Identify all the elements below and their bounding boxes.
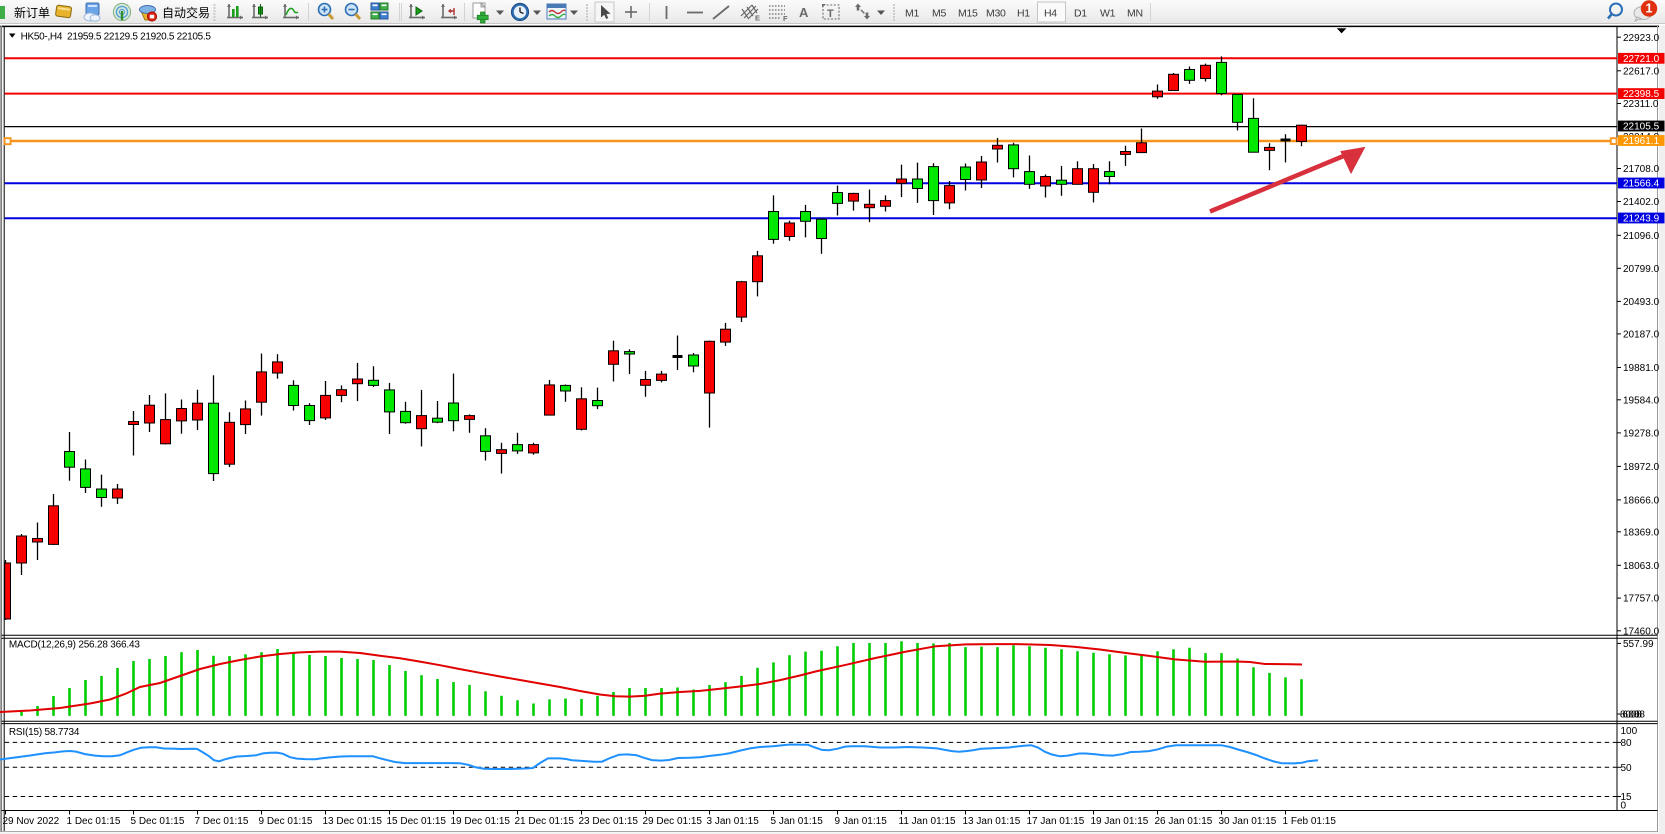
svg-text:6.08: 6.08 xyxy=(1623,710,1643,721)
svg-text:5 Dec 01:15: 5 Dec 01:15 xyxy=(131,816,185,827)
svg-text:18369.0: 18369.0 xyxy=(1623,527,1660,538)
svg-text:D1: D1 xyxy=(1074,8,1087,20)
svg-text:M1: M1 xyxy=(905,8,919,20)
svg-text:自动交易: 自动交易 xyxy=(162,5,210,20)
svg-text:22923.0: 22923.0 xyxy=(1623,33,1660,44)
svg-text:19 Jan 01:15: 19 Jan 01:15 xyxy=(1091,816,1149,827)
svg-text:17460.0: 17460.0 xyxy=(1623,626,1660,637)
svg-text:1 Dec 01:15: 1 Dec 01:15 xyxy=(67,816,121,827)
svg-text:20493.0: 20493.0 xyxy=(1623,297,1660,308)
svg-text:20187.0: 20187.0 xyxy=(1623,330,1660,341)
svg-text:15 Dec 01:15: 15 Dec 01:15 xyxy=(387,816,447,827)
svg-text:18063.0: 18063.0 xyxy=(1623,561,1660,572)
svg-text:15: 15 xyxy=(1621,792,1633,803)
svg-text:A: A xyxy=(799,5,809,20)
svg-text:MN: MN xyxy=(1127,8,1143,20)
svg-text:H4: H4 xyxy=(1044,8,1057,20)
svg-text:M5: M5 xyxy=(932,8,946,20)
svg-text:0: 0 xyxy=(1621,800,1627,811)
svg-text:557.99: 557.99 xyxy=(1623,639,1654,650)
svg-text:22105.5: 22105.5 xyxy=(1623,122,1660,133)
svg-text:100: 100 xyxy=(1621,726,1638,737)
svg-text:13 Dec 01:15: 13 Dec 01:15 xyxy=(323,816,383,827)
svg-text:21708.0: 21708.0 xyxy=(1623,164,1660,175)
svg-text:1 Feb 01:15: 1 Feb 01:15 xyxy=(1283,816,1337,827)
svg-text:26 Jan 01:15: 26 Jan 01:15 xyxy=(1155,816,1213,827)
svg-text:80: 80 xyxy=(1621,738,1633,749)
svg-text:F: F xyxy=(783,14,788,23)
svg-text:21096.0: 21096.0 xyxy=(1623,231,1660,242)
svg-text:50: 50 xyxy=(1621,763,1633,774)
svg-text:29 Dec 01:15: 29 Dec 01:15 xyxy=(643,816,703,827)
svg-text:E: E xyxy=(755,14,760,23)
svg-text:21961.1: 21961.1 xyxy=(1623,136,1660,147)
svg-text:19 Dec 01:15: 19 Dec 01:15 xyxy=(451,816,511,827)
svg-text:9 Dec 01:15: 9 Dec 01:15 xyxy=(259,816,313,827)
svg-text:21566.4: 21566.4 xyxy=(1623,179,1660,190)
svg-text:1: 1 xyxy=(1646,2,1653,16)
svg-text:18972.0: 18972.0 xyxy=(1623,462,1660,473)
svg-text:9 Jan 01:15: 9 Jan 01:15 xyxy=(835,816,888,827)
svg-text:M30: M30 xyxy=(986,8,1006,20)
svg-text:W1: W1 xyxy=(1100,8,1116,20)
svg-text:13 Jan 01:15: 13 Jan 01:15 xyxy=(963,816,1021,827)
svg-text:5 Jan 01:15: 5 Jan 01:15 xyxy=(771,816,824,827)
svg-text:11 Jan 01:15: 11 Jan 01:15 xyxy=(899,816,957,827)
svg-text:M15: M15 xyxy=(958,8,978,20)
svg-text:22398.5: 22398.5 xyxy=(1623,89,1660,100)
svg-text:MACD(12,26,9) 256.28 366.43: MACD(12,26,9) 256.28 366.43 xyxy=(9,640,140,651)
svg-text:19881.0: 19881.0 xyxy=(1623,363,1660,374)
svg-text:21 Dec 01:15: 21 Dec 01:15 xyxy=(515,816,575,827)
svg-text:17 Jan 01:15: 17 Jan 01:15 xyxy=(1027,816,1085,827)
svg-text:新订单: 新订单 xyxy=(14,5,50,20)
svg-text:3 Jan 01:15: 3 Jan 01:15 xyxy=(707,816,760,827)
svg-text:8.08: 8.08 xyxy=(1620,710,1640,721)
svg-text:22617.0: 22617.0 xyxy=(1623,66,1660,77)
svg-text:22721.0: 22721.0 xyxy=(1623,54,1660,65)
svg-text:7 Dec 01:15: 7 Dec 01:15 xyxy=(195,816,249,827)
svg-text:29 Nov 2022: 29 Nov 2022 xyxy=(3,816,60,827)
svg-text:23 Dec 01:15: 23 Dec 01:15 xyxy=(579,816,639,827)
svg-text:19278.0: 19278.0 xyxy=(1623,429,1660,440)
svg-text:RSI(15) 58.7734: RSI(15) 58.7734 xyxy=(9,727,80,738)
svg-text:19584.0: 19584.0 xyxy=(1623,395,1660,406)
svg-text:HK50-,H4 21959.5 22129.5 2192: HK50-,H4 21959.5 22129.5 21920.5 22105.5 xyxy=(21,31,212,42)
svg-text:20799.0: 20799.0 xyxy=(1623,264,1660,275)
svg-text:17757.0: 17757.0 xyxy=(1623,594,1660,605)
svg-text:21243.9: 21243.9 xyxy=(1623,214,1660,225)
svg-text:21402.0: 21402.0 xyxy=(1623,197,1660,208)
svg-text:22311.0: 22311.0 xyxy=(1623,99,1659,110)
svg-text:H1: H1 xyxy=(1017,8,1030,20)
svg-text:0.08: 0.08 xyxy=(1626,710,1646,721)
svg-text:18666.0: 18666.0 xyxy=(1623,496,1660,507)
svg-text:T: T xyxy=(827,8,834,20)
svg-text:30 Jan 01:15: 30 Jan 01:15 xyxy=(1219,816,1277,827)
